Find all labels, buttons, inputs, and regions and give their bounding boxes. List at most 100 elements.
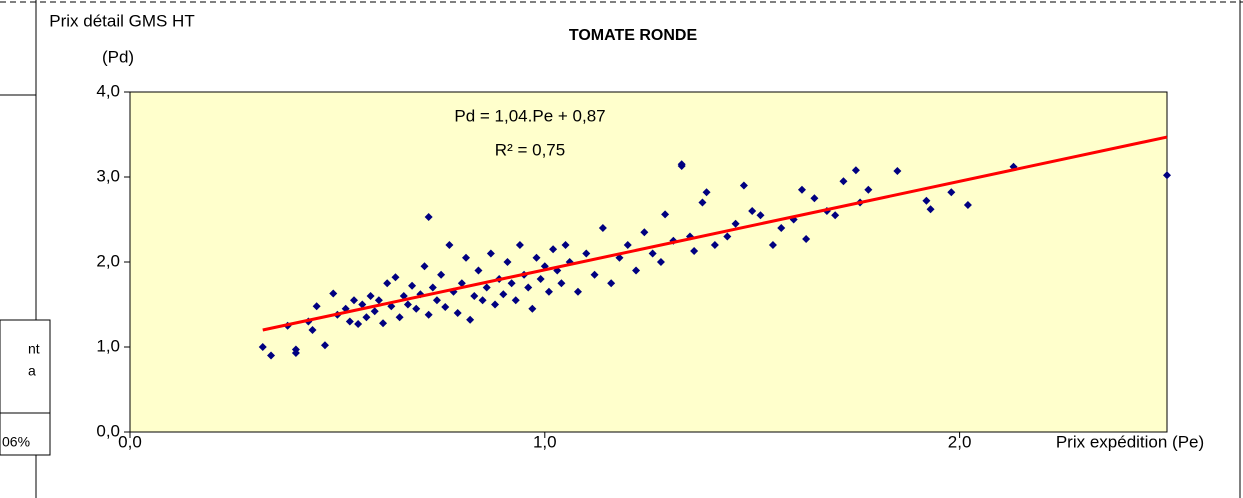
point: [598, 224, 607, 232]
point: [573, 287, 582, 296]
point: [362, 313, 371, 322]
point: [582, 249, 591, 258]
point: [802, 235, 811, 244]
point: [864, 185, 873, 194]
point: [640, 228, 649, 237]
point: [768, 241, 777, 249]
y-axis-label: Prix détail GMS HT: [49, 11, 194, 30]
point: [420, 262, 429, 271]
point: [349, 296, 358, 305]
point: [623, 241, 632, 249]
point: [491, 300, 500, 309]
point: [461, 253, 470, 262]
point: [457, 279, 466, 288]
point: [607, 279, 616, 288]
point: [831, 211, 840, 220]
point: [453, 309, 462, 317]
point: [412, 304, 421, 313]
point: [698, 198, 707, 207]
point: [947, 188, 956, 197]
point: [503, 258, 512, 266]
x-tick-label: 0,0: [118, 432, 142, 451]
point: [1163, 171, 1171, 180]
point: [710, 241, 719, 249]
side-table: [0, 319, 51, 456]
point: [424, 310, 433, 319]
point: [374, 296, 383, 305]
point: [478, 296, 487, 305]
point: [839, 177, 848, 186]
point: [702, 188, 711, 197]
annotation: R² = 0,75: [495, 140, 565, 159]
point: [441, 303, 450, 312]
x-axis-label: Prix expédition (Pe): [1056, 432, 1204, 451]
point: [590, 270, 599, 279]
point: [922, 196, 931, 205]
point: [677, 161, 686, 170]
point: [379, 319, 388, 328]
point: [308, 326, 317, 334]
point: [428, 283, 437, 292]
point: [345, 317, 354, 326]
point: [354, 320, 363, 329]
point: [486, 249, 495, 258]
point: [258, 343, 267, 351]
point: [370, 307, 379, 316]
point: [511, 296, 520, 305]
annotation: Pd = 1,04.Pe + 0,87: [454, 106, 605, 125]
side-cell: 06%: [2, 434, 30, 450]
point: [507, 279, 516, 288]
x-tick-label: 2,0: [948, 432, 972, 451]
point: [963, 201, 972, 210]
point: [437, 270, 446, 279]
side-cell: a: [28, 363, 36, 379]
y-tick-label: 1,0: [96, 336, 120, 355]
point: [561, 241, 570, 249]
point: [810, 194, 819, 203]
y-axis-label: (Pd): [102, 47, 134, 66]
point: [470, 292, 479, 300]
point: [482, 283, 491, 292]
point: [466, 315, 475, 324]
point: [395, 313, 404, 322]
point: [851, 166, 860, 175]
point: [499, 290, 508, 299]
point: [528, 304, 537, 313]
point: [532, 253, 541, 262]
point: [656, 258, 665, 266]
point: [267, 351, 276, 360]
point: [926, 205, 935, 214]
trendline: [262, 135, 1168, 332]
point: [797, 185, 806, 194]
point: [731, 219, 740, 228]
side-cell: nt: [28, 341, 40, 357]
point: [432, 296, 441, 305]
plot-area: [129, 91, 1168, 433]
y-tick-label: 2,0: [96, 251, 120, 270]
point: [515, 241, 524, 249]
point: [424, 212, 433, 221]
point: [320, 341, 329, 350]
point: [383, 279, 392, 288]
point: [544, 287, 553, 296]
point: [723, 232, 732, 241]
point: [557, 279, 566, 288]
point: [632, 266, 641, 275]
point: [648, 249, 657, 258]
point: [291, 348, 300, 357]
point: [524, 283, 533, 292]
point: [366, 292, 375, 300]
y-tick-label: 0,0: [96, 421, 120, 440]
point: [358, 300, 367, 309]
point: [756, 211, 765, 220]
y-tick-label: 3,0: [96, 166, 120, 185]
point: [403, 300, 412, 309]
point: [408, 281, 417, 290]
chart-title: TOMATE RONDE: [569, 27, 698, 44]
point: [312, 302, 321, 311]
point: [690, 246, 699, 255]
point: [391, 273, 400, 282]
point: [474, 266, 483, 275]
